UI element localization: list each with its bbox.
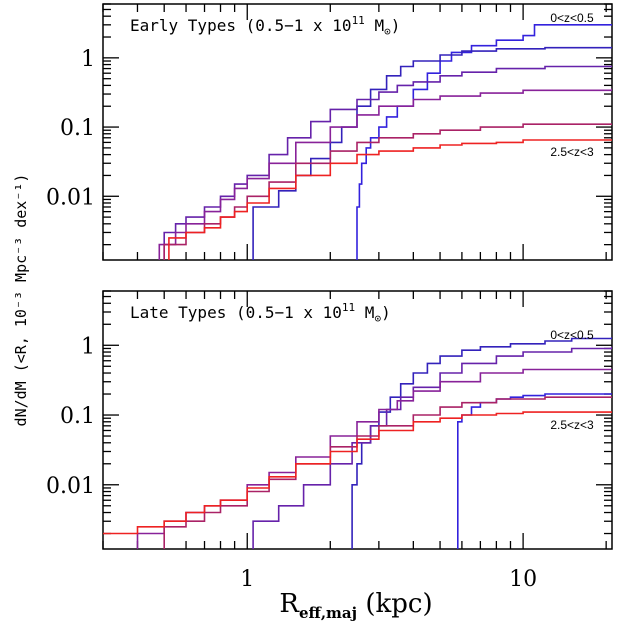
y-axis-label: dN/dM (<R, 10⁻³ Mpc⁻³ dex⁻¹) <box>12 174 30 427</box>
series-group <box>103 337 612 549</box>
panel-title-unit: M <box>365 16 384 35</box>
y-tick-label: 0.01 <box>46 474 95 499</box>
panel-title-sun-symbol: ⊙ <box>384 25 391 38</box>
y-tick-label: 0.1 <box>60 116 95 141</box>
panel-early-types: 0.01 0.1 1 Early Types (0.5−1 x 1011 M⊙) 0<z… <box>46 3 613 261</box>
x-axis-label-subscript: eff,maj <box>299 604 357 622</box>
plot-frame <box>102 290 613 550</box>
z-label-bottom: 2.5<z<3 <box>550 145 594 159</box>
series-line-3 <box>252 346 612 549</box>
series-line-5 <box>163 396 612 549</box>
y-tick-label: 1 <box>81 334 95 359</box>
panel-title-close: ) <box>381 303 391 322</box>
series-group <box>158 24 612 260</box>
panel-title-close: ) <box>391 16 401 35</box>
panel-title-sun-symbol: ⊙ <box>374 312 381 325</box>
series-line-6 <box>103 411 612 535</box>
panel-title-text: Late Types (0.5−1 x 10 <box>130 303 342 322</box>
x-axis-label-unit: (kpc) <box>357 589 433 619</box>
x-tick-label: 10 <box>509 567 537 592</box>
x-tick-label: 1 <box>240 567 254 592</box>
x-axis-label: Reff,maj (kpc) <box>279 589 432 622</box>
series-line-1 <box>356 24 612 260</box>
series-line-5 <box>163 123 612 260</box>
z-label-bottom: 2.5<z<3 <box>550 418 594 432</box>
panel-title-exponent: 11 <box>352 14 365 27</box>
panel-title: Late Types (0.5−1 x 1011 M⊙) <box>130 301 391 325</box>
panel-title-unit: M <box>355 303 374 322</box>
y-tick-label: 1 <box>81 47 95 72</box>
x-axis-label-symbol: R <box>279 589 300 619</box>
panel-late-types: 0.01 0.1 1 Late Types (0.5−1 x 1011 M⊙) 0<z<… <box>46 290 613 592</box>
z-label-top: 0<z<0.5 <box>550 328 594 342</box>
y-tick-label: 0.01 <box>46 185 95 210</box>
y-tick-label: 0.1 <box>60 404 95 429</box>
panel-title-text: Early Types (0.5−1 x 10 <box>130 16 352 35</box>
panel-title: Early Types (0.5−1 x 1011 M⊙) <box>130 14 400 38</box>
series-line-6 <box>168 139 612 260</box>
series-line-3 <box>163 65 612 260</box>
series-line-4 <box>158 88 612 260</box>
panel-title-exponent: 11 <box>342 301 355 314</box>
z-label-top: 0<z<0.5 <box>550 11 594 25</box>
